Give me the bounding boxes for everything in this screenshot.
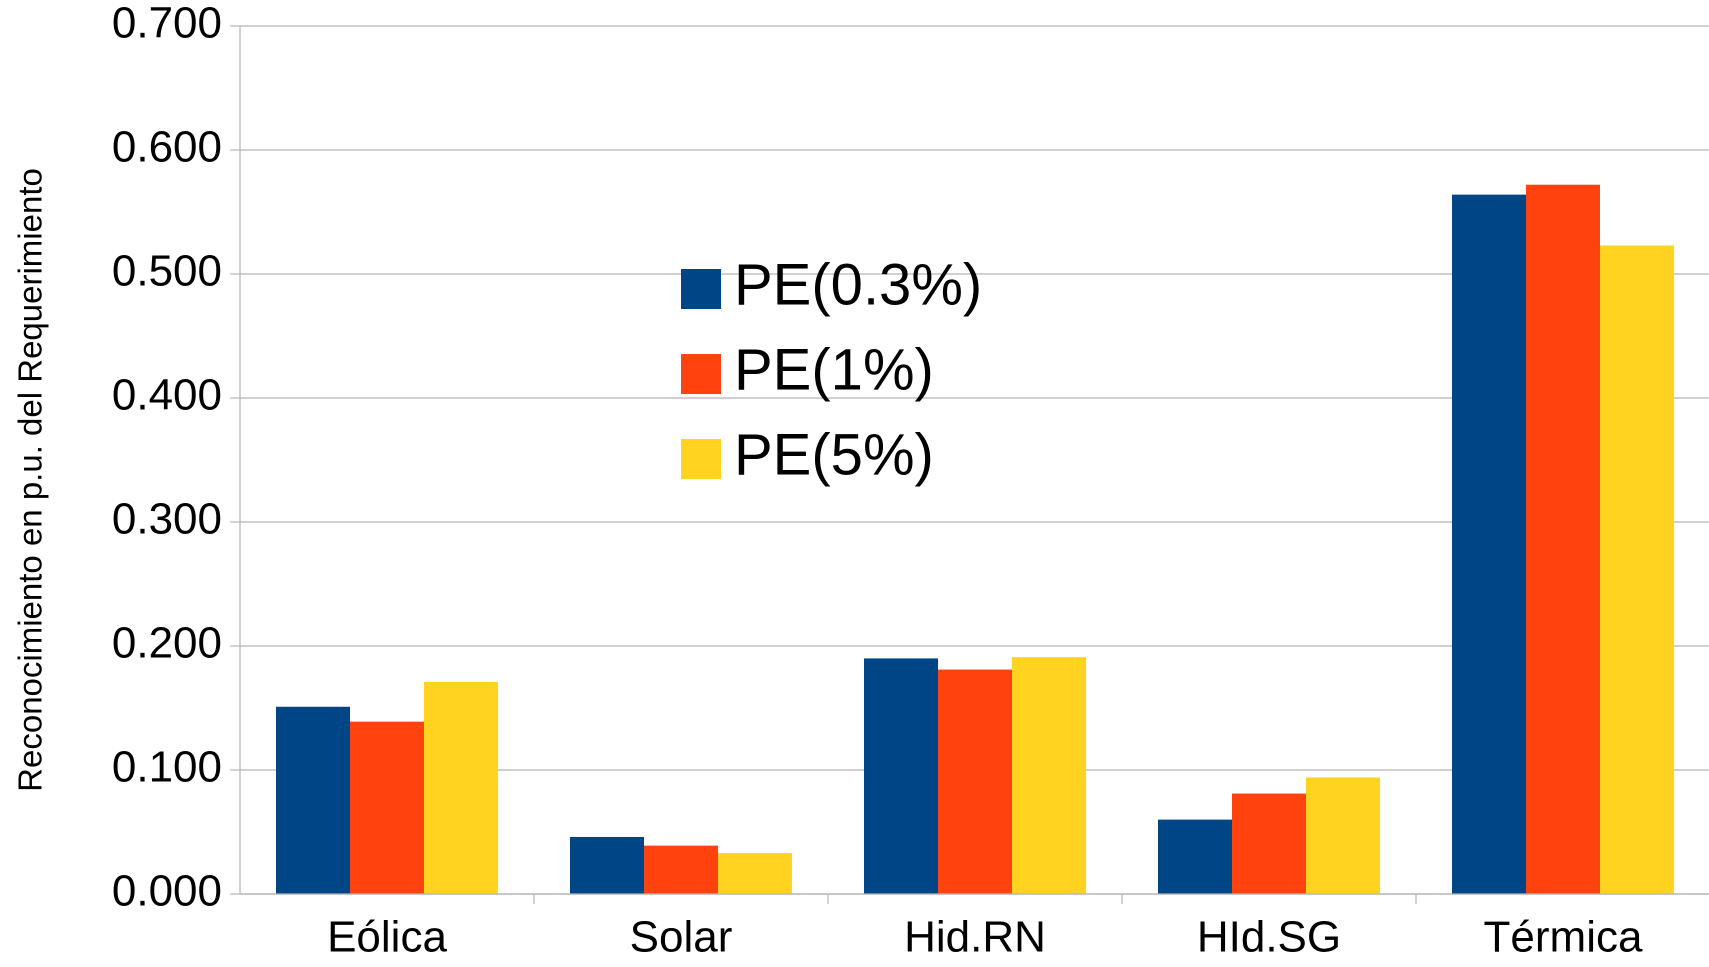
x-tick-label: Eólica [327, 913, 447, 962]
bar [938, 669, 1012, 894]
bar [1306, 777, 1380, 894]
y-axis-title: Reconocimiento en p.u. del Requerimiento [12, 168, 49, 792]
y-tick-label: 0.400 [112, 371, 222, 420]
x-tick-label: Hid.RN [904, 913, 1046, 962]
bar [864, 658, 938, 894]
bar [276, 706, 350, 894]
bar [350, 721, 424, 894]
legend-swatch [681, 269, 721, 309]
bar [570, 836, 644, 894]
bar [644, 845, 718, 894]
y-tick-label: 0.300 [112, 495, 222, 544]
y-tick-label: 0.000 [112, 867, 222, 916]
legend-swatch [681, 354, 721, 394]
y-tick-label: 0.700 [112, 0, 222, 48]
y-tick-label: 0.100 [112, 743, 222, 792]
x-tick-label: HId.SG [1197, 913, 1341, 962]
bar [1232, 793, 1306, 894]
x-tick-label: Térmica [1484, 913, 1643, 962]
bar [1452, 194, 1526, 894]
legend-label: PE(5%) [734, 422, 934, 487]
bar [1600, 245, 1674, 895]
bar [1158, 819, 1232, 894]
bar [718, 853, 792, 894]
bar [424, 681, 498, 894]
y-tick-label: 0.500 [112, 247, 222, 296]
y-tick-label: 0.600 [112, 123, 222, 172]
bar [1526, 184, 1600, 895]
legend-label: PE(0.3%) [734, 252, 982, 317]
x-tick-label: Solar [630, 913, 733, 962]
bar [1012, 657, 1086, 894]
legend-label: PE(1%) [734, 337, 934, 402]
legend-swatch [681, 439, 721, 479]
y-tick-label: 0.200 [112, 619, 222, 668]
